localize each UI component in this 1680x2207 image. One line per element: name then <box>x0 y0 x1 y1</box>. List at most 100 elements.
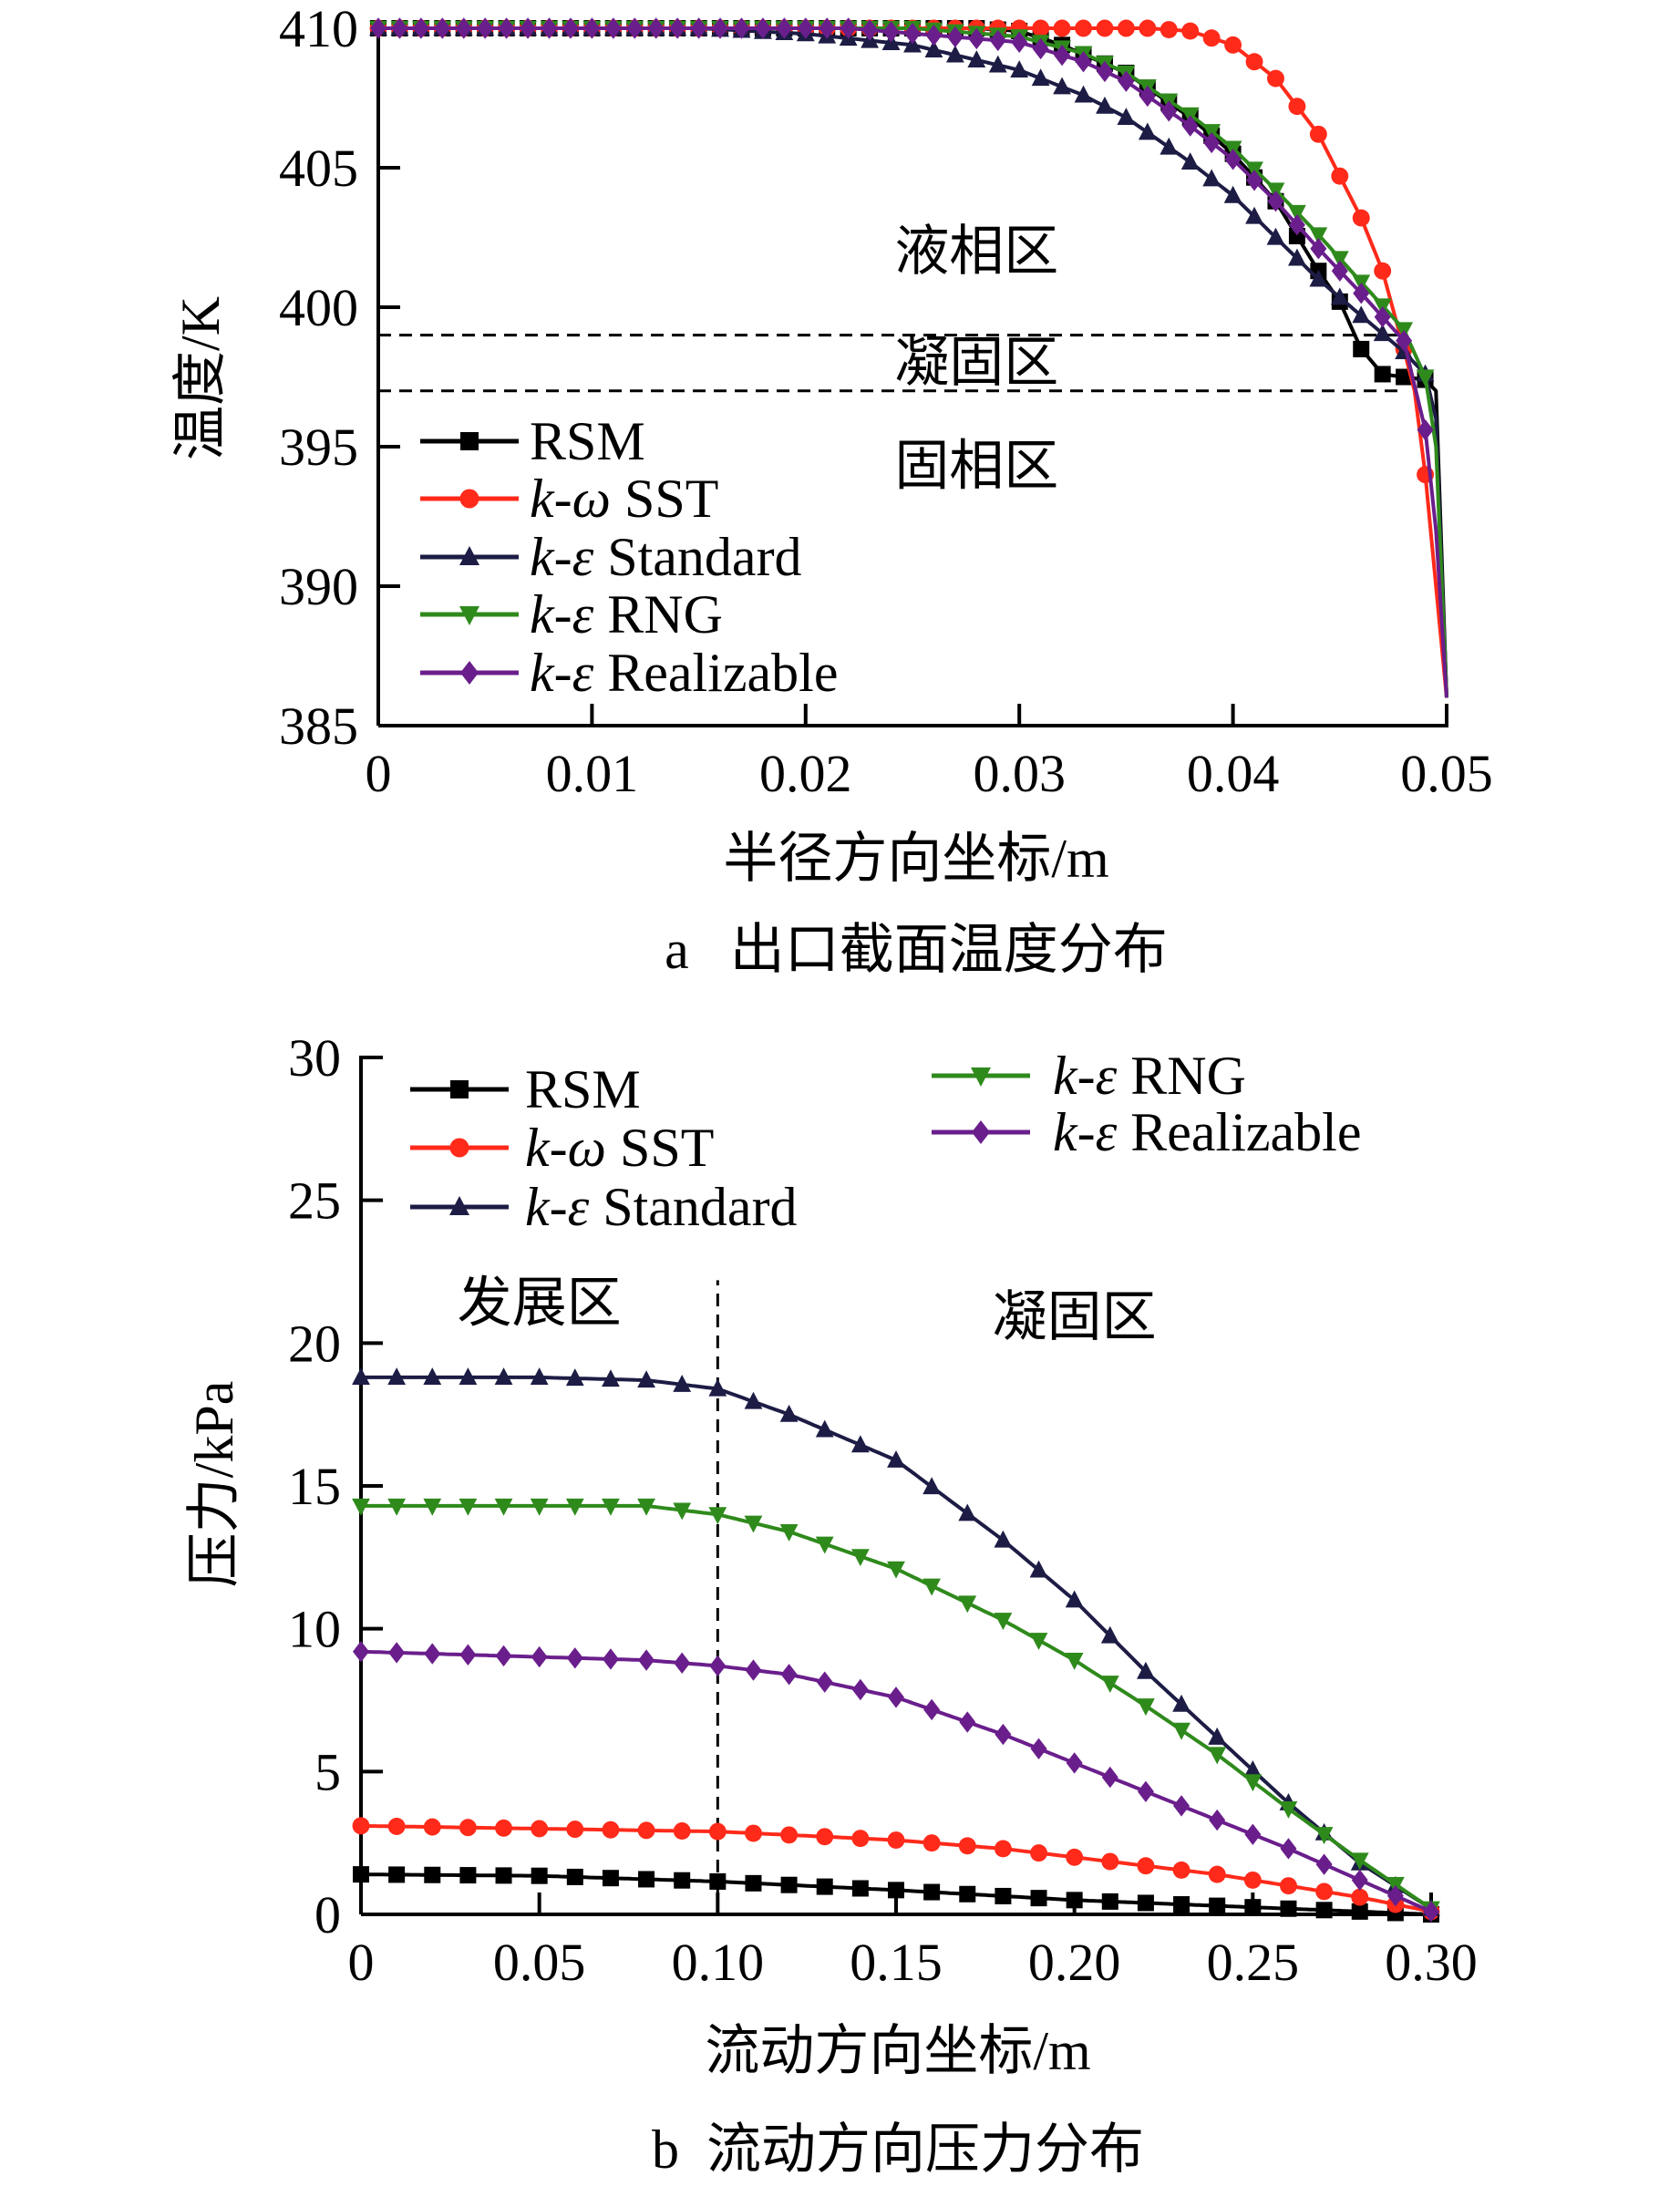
data-point <box>1374 306 1391 328</box>
data-point <box>477 17 494 39</box>
y-tick-label: 400 <box>279 278 358 337</box>
data-point <box>391 17 408 39</box>
data-point <box>922 1578 942 1596</box>
data-point <box>353 1641 369 1663</box>
data-point <box>1181 115 1199 137</box>
y-tick-label: 395 <box>279 418 358 477</box>
data-point <box>583 17 601 39</box>
legend-marker <box>971 1067 991 1087</box>
data-point <box>1137 1894 1154 1912</box>
data-point <box>531 1820 549 1838</box>
data-point <box>1117 108 1136 126</box>
legend-marker <box>972 1120 990 1144</box>
y-tick-label: 385 <box>279 696 358 756</box>
data-point <box>1315 1882 1334 1901</box>
data-point <box>387 1367 407 1386</box>
data-point <box>1139 19 1157 37</box>
legend-label-italic: k-ε <box>1053 1102 1118 1162</box>
data-point <box>1202 29 1221 47</box>
data-point <box>819 17 836 39</box>
data-point <box>1075 19 1092 37</box>
data-point <box>1315 1902 1333 1919</box>
data-point <box>861 19 879 41</box>
legend-label: RSM <box>530 411 645 471</box>
data-point <box>370 17 387 39</box>
data-point <box>353 1866 369 1883</box>
data-point <box>744 1515 763 1533</box>
data-point <box>995 1723 1012 1746</box>
data-point <box>1288 204 1306 222</box>
legend-item: k-ε Realizable <box>420 643 838 703</box>
data-point <box>1314 1827 1334 1845</box>
y-tick-label: 30 <box>288 1028 341 1088</box>
data-point <box>816 1828 834 1846</box>
data-point <box>1030 1890 1047 1907</box>
legend-label-italic: k-ε <box>525 1177 590 1237</box>
legend-label-italic: k-ε <box>530 584 594 645</box>
legend-item: k-ε Realizable <box>932 1102 1361 1162</box>
data-point <box>1030 1844 1047 1862</box>
x-tick-label: 0.05 <box>1400 744 1493 803</box>
data-point <box>1010 60 1029 77</box>
legend-label-text: RSM <box>525 1059 641 1119</box>
data-point <box>423 1367 442 1386</box>
legend-label-text: SST <box>606 1118 714 1178</box>
data-point <box>994 1840 1012 1858</box>
data-point <box>459 1867 477 1884</box>
data-point <box>1245 53 1263 71</box>
data-point <box>1101 1892 1118 1910</box>
data-point <box>1172 1722 1190 1740</box>
data-point <box>562 17 579 39</box>
data-point <box>1243 1871 1262 1889</box>
data-point <box>1416 369 1435 387</box>
legend-marker <box>460 661 479 685</box>
data-point <box>566 1820 584 1839</box>
data-point <box>1203 131 1221 154</box>
data-point <box>1208 1865 1226 1883</box>
data-point <box>352 1498 370 1516</box>
data-point <box>1137 1661 1155 1679</box>
data-point <box>647 17 665 39</box>
region-annotation: 发展区 <box>458 1273 622 1333</box>
legend-label-italic: k-ω <box>525 1118 606 1178</box>
data-point <box>745 1659 762 1681</box>
data-point <box>1137 1698 1155 1717</box>
data-point <box>994 1530 1013 1548</box>
data-point <box>850 1435 870 1453</box>
data-point <box>1224 149 1242 170</box>
data-point <box>958 1837 976 1855</box>
data-point <box>1137 1857 1155 1875</box>
legend-marker <box>460 432 479 450</box>
data-point <box>459 1819 477 1837</box>
data-point <box>1138 122 1157 140</box>
data-point <box>744 1391 763 1409</box>
data-point <box>1160 100 1178 122</box>
data-point <box>1351 1869 1368 1892</box>
data-point <box>1029 1633 1048 1650</box>
data-point <box>1331 260 1348 282</box>
data-point <box>1315 1853 1333 1875</box>
data-point <box>690 17 707 39</box>
data-point <box>1374 366 1391 383</box>
data-point <box>455 17 472 39</box>
chart-a-ylabel: 温度/K <box>170 296 231 460</box>
data-point <box>1246 170 1263 191</box>
data-point <box>754 17 771 39</box>
data-point <box>602 1820 620 1839</box>
data-point <box>674 1652 691 1674</box>
data-point <box>424 1866 441 1883</box>
data-point <box>1065 1653 1084 1670</box>
data-point <box>851 1678 869 1701</box>
data-point <box>1074 85 1093 103</box>
temperature-chart: 0 0.01 0.02 0.03 0.04 0.05 385 390 395 400 405 410 液… <box>279 0 1493 803</box>
data-point <box>780 1664 798 1686</box>
legend-label: k-ε Standard <box>525 1177 798 1237</box>
data-point <box>1032 19 1050 37</box>
series-k-rng <box>352 1498 1440 1919</box>
y-tick-label: 5 <box>314 1742 341 1801</box>
data-point <box>780 1826 799 1844</box>
data-point <box>638 1649 655 1671</box>
data-point <box>669 17 686 39</box>
x-tick-label: 0.15 <box>850 1933 943 1992</box>
data-point <box>776 17 793 39</box>
